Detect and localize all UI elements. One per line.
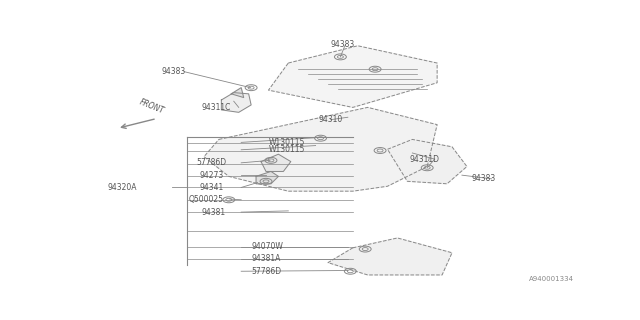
Text: 57786D: 57786D	[196, 158, 227, 167]
Polygon shape	[328, 238, 452, 275]
Text: 94070W: 94070W	[251, 242, 283, 251]
Polygon shape	[231, 88, 244, 98]
Text: 94273: 94273	[199, 171, 223, 180]
Polygon shape	[261, 154, 291, 172]
Text: 94311D: 94311D	[410, 155, 440, 164]
Text: 94381: 94381	[202, 208, 226, 217]
Polygon shape	[204, 108, 437, 191]
Text: W130115: W130115	[269, 138, 305, 147]
Polygon shape	[388, 140, 467, 184]
Text: 94320A: 94320A	[108, 183, 137, 192]
Text: Q500025: Q500025	[189, 195, 224, 204]
Text: FRONT: FRONT	[138, 98, 166, 116]
Text: 57786D: 57786D	[251, 267, 281, 276]
Text: 94341: 94341	[199, 183, 223, 192]
Text: 94310: 94310	[318, 115, 342, 124]
Polygon shape	[256, 172, 278, 184]
Text: 94383: 94383	[330, 40, 355, 49]
Text: 94311C: 94311C	[202, 103, 231, 112]
Text: W130115: W130115	[269, 145, 305, 154]
Text: 94383: 94383	[162, 67, 186, 76]
Polygon shape	[269, 46, 437, 108]
Text: A940001334: A940001334	[529, 276, 573, 282]
Polygon shape	[221, 92, 251, 112]
Text: 94383: 94383	[472, 174, 496, 183]
Text: 94381A: 94381A	[251, 254, 280, 263]
